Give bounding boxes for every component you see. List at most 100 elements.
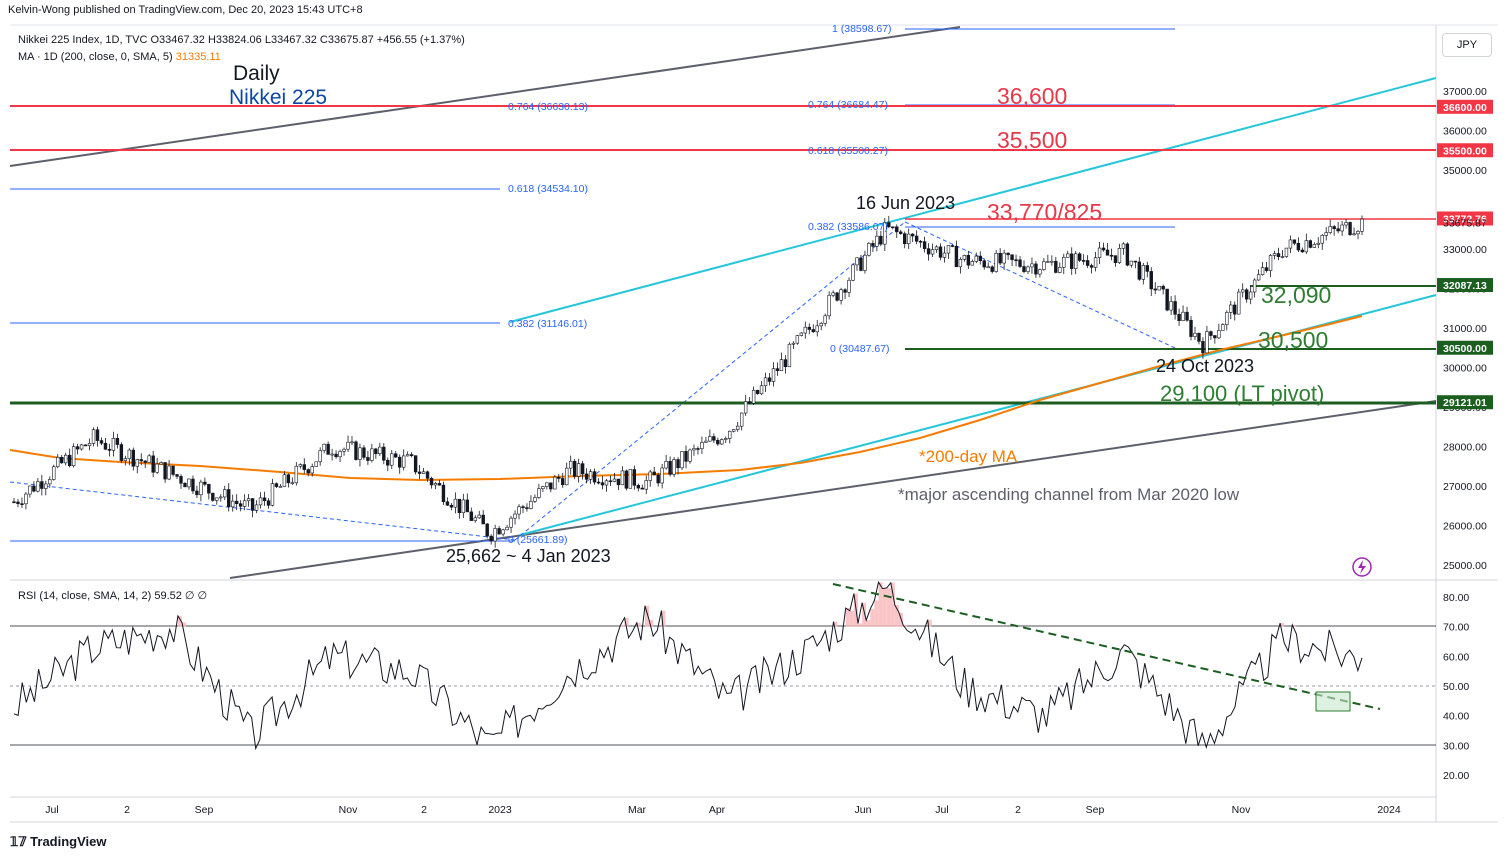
candle-body [171,465,175,475]
channel-upper [509,77,1437,323]
candle-body [99,440,104,444]
candle-body [600,482,605,486]
currency-button[interactable]: JPY [1442,33,1492,57]
candle-body [1093,257,1098,268]
candle-body [306,469,310,474]
candle-body [191,478,195,492]
candle-body [1133,260,1138,263]
price-tick-label: 27000.00 [1443,481,1487,493]
candle-body [541,486,545,490]
candle-body [358,447,362,460]
candle-body [401,455,406,468]
candle-body [580,463,585,475]
candle-body [914,235,919,242]
candle-body [759,385,764,395]
candle-body [1073,253,1078,269]
candle-body [1268,255,1273,271]
candle-body [421,471,426,474]
candle-body [950,245,955,247]
candle-body [1050,260,1054,263]
candle-body [1177,314,1181,321]
candle-body [779,359,784,371]
candle-body [787,343,792,368]
candle-body [1010,254,1014,261]
candle-body [1260,267,1265,275]
candle-body [962,255,967,260]
candle-body [906,233,911,245]
candle-body [879,235,883,245]
candle-body [855,257,859,266]
candle-body [596,481,601,484]
candle-body [346,441,350,450]
candle-body [525,507,529,509]
candle-body [16,501,20,504]
candle-body [704,440,708,443]
label-33770: 33,770/825 [987,199,1102,225]
candle-body [354,441,358,460]
fib-label-0764: 0.764 (36684.47) [808,99,888,111]
time-tick-label: 2024 [1377,804,1401,816]
candle-body [453,498,458,508]
price-tick-label: 25000.00 [1443,560,1487,572]
tv-logo-icon: 𝟙𝟟 [10,834,31,849]
rsi-breakout-box [1315,691,1351,712]
fib-trend-1 [9,481,516,541]
candle-body [922,241,927,249]
candle-body [851,264,855,281]
candle-body [1360,218,1364,232]
candle-body [32,485,36,492]
candle-body [517,506,521,515]
candle-body [1348,222,1352,235]
candle-body [485,523,489,537]
rsi-tick-label: 40.00 [1443,711,1469,723]
candle-body [728,430,732,439]
candle-body [1308,240,1313,248]
candle-body [1233,304,1237,315]
fib-trend-2 [514,221,906,541]
candle-body [1316,242,1320,245]
candle-body [350,441,354,444]
time-tick-label: 2 [1015,804,1021,816]
candle-body [390,453,394,466]
candle-body [107,448,112,451]
candle-body [159,462,163,465]
candle-body [1014,259,1018,262]
candle-body [938,246,943,258]
candle-body [370,448,374,461]
candle-body [1089,265,1094,268]
candle-body [799,332,804,336]
candle-body [1221,324,1225,331]
candle-body [286,474,291,484]
candle-body [692,448,696,451]
candle-body [1141,265,1145,280]
price-tick-label: 32000.00 [1443,284,1487,296]
fib-labels: 1 (38598.67) 0.764 (36630.13) 0.764 (366… [508,23,892,546]
candle-body [187,478,191,488]
candle-body [111,438,116,451]
price-tick-label: 36000.00 [1443,126,1487,138]
candle-body [227,489,231,508]
publisher-line: Kelvin-Wong published on TradingView.com… [8,4,363,16]
time-tick-label: Apr [709,804,726,816]
candle-body [553,476,557,490]
candle-body [763,377,768,387]
candle-body [1070,253,1074,269]
candle-body [644,480,648,490]
label-29100: 29,100 (LT pivot) [1160,381,1324,406]
candle-body [823,315,827,324]
candle-body [493,528,497,542]
fib-label-1: 1 (38598.67) [832,23,892,35]
candle-body [1054,260,1058,273]
candle-body [119,444,124,461]
candle-body [1248,291,1253,300]
candle-body [561,478,565,486]
candle-body [56,457,60,468]
time-axis: Jul 2 Sep Nov 2 2023 Mar Apr Jun Jul 2 Sep Nov 2024 [45,804,1401,816]
candle-body [732,429,736,432]
candle-body [839,289,843,301]
candle-body [835,292,839,301]
candle-body [521,506,525,508]
candle-body [1058,267,1062,273]
candle-body [815,325,819,333]
candle-body [910,233,915,237]
